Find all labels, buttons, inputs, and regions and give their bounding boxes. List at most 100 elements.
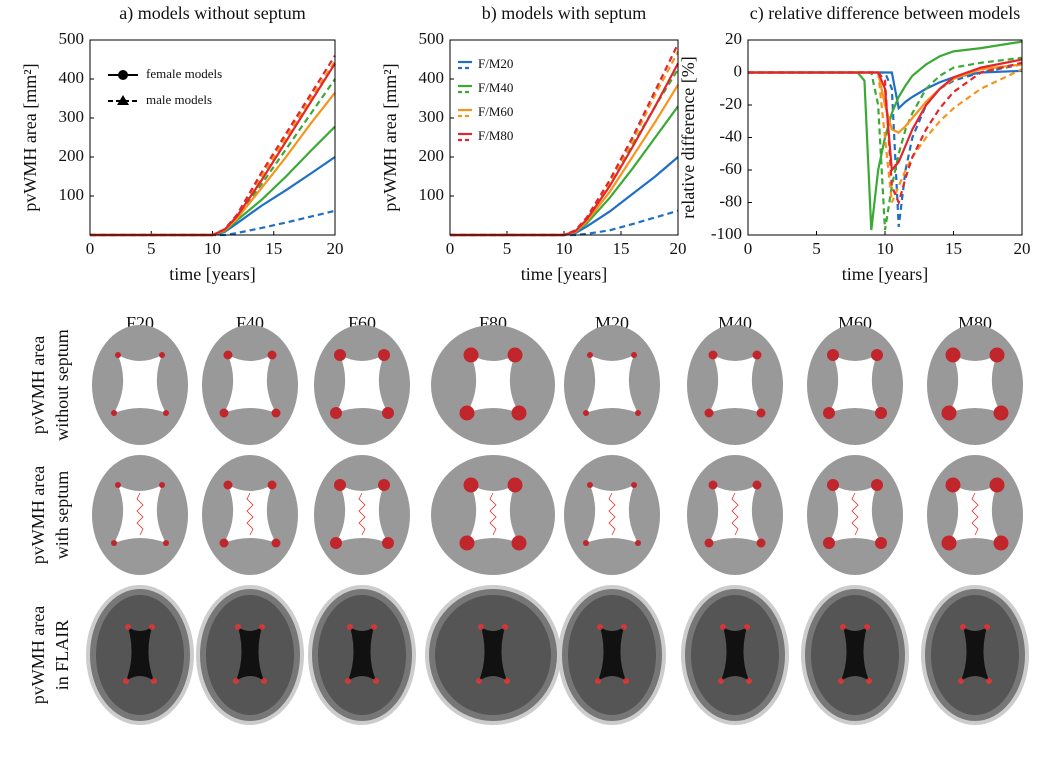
septum (136, 492, 144, 536)
x-tick-label: 10 (877, 239, 894, 258)
lesion (945, 347, 961, 363)
series-line (748, 58, 1023, 173)
mri-lesion (347, 624, 353, 630)
legend-marker (118, 70, 128, 80)
chart-title: b) models with septum (482, 3, 647, 24)
lesion (382, 537, 394, 549)
mri-lesion (504, 678, 510, 684)
mri-lesion (958, 678, 964, 684)
y-tick-label: 20 (725, 29, 742, 48)
plot-frame (449, 39, 679, 236)
septum (358, 492, 366, 536)
ventricle (224, 355, 276, 413)
septum (246, 492, 254, 536)
chart-title: c) relative difference between models (750, 3, 1021, 24)
lesion (945, 477, 961, 493)
lesion (756, 538, 766, 548)
lesion (941, 535, 957, 551)
lesion (111, 410, 117, 416)
mri-lesion (720, 624, 726, 630)
septum (489, 492, 497, 536)
mri-lesion (373, 678, 379, 684)
mri-ventricle (598, 627, 626, 681)
y-tick-label: -20 (719, 94, 742, 113)
row-label: with septum (52, 471, 72, 560)
mri-lesion (595, 678, 601, 684)
lesion (507, 477, 523, 493)
x-axis-label: time [years] (169, 264, 255, 284)
lesion (756, 408, 766, 418)
series-line (90, 60, 336, 237)
legend-label: female models (146, 66, 222, 81)
x-tick-label: 5 (147, 239, 156, 258)
lesion (271, 408, 281, 418)
legend-marker (117, 95, 129, 105)
lesion (823, 537, 835, 549)
septum (851, 492, 859, 536)
y-tick-label: -60 (719, 159, 742, 178)
x-axis-label: time [years] (521, 264, 607, 284)
lesion (115, 482, 121, 488)
y-tick-label: 500 (419, 29, 445, 48)
row-label: pvWMH area (28, 606, 48, 704)
lesion (989, 477, 1005, 493)
septum (608, 492, 616, 536)
y-tick-label: 300 (59, 107, 85, 126)
ventricle (586, 355, 638, 413)
lesion (163, 410, 169, 416)
lesion (378, 479, 390, 491)
lesion (115, 352, 121, 358)
lesion (267, 350, 277, 360)
mri-lesion (864, 624, 870, 630)
mri-lesion (838, 678, 844, 684)
x-tick-label: 0 (446, 239, 455, 258)
legend-label: F/M40 (478, 80, 513, 95)
mri-lesion (149, 624, 155, 630)
lesion (111, 540, 117, 546)
lesion (219, 408, 229, 418)
mri-lesion (371, 624, 377, 630)
lesion (752, 480, 762, 490)
lesion (163, 540, 169, 546)
mri-lesion (125, 624, 131, 630)
x-tick-label: 0 (86, 239, 95, 258)
series-line (90, 55, 336, 237)
lesion (875, 537, 887, 549)
ventricle (467, 355, 519, 413)
series-line (748, 61, 1023, 206)
x-tick-label: 15 (945, 239, 962, 258)
lesion (871, 479, 883, 491)
lesion (704, 538, 714, 548)
y-tick-label: 400 (59, 68, 85, 87)
y-axis-label: pvWMH area [mm²] (380, 63, 400, 211)
lesion (334, 349, 346, 361)
x-tick-label: 20 (670, 239, 687, 258)
x-tick-label: 15 (613, 239, 630, 258)
mri-ventricle (348, 627, 376, 681)
lesion (330, 407, 342, 419)
legend-label: male models (146, 92, 212, 107)
lesion (631, 482, 637, 488)
series-line (90, 62, 336, 237)
mri-ventricle (961, 627, 989, 681)
mri-lesion (261, 678, 267, 684)
lesion (511, 535, 527, 551)
lesion (382, 407, 394, 419)
y-tick-label: 100 (59, 185, 85, 204)
lesion (875, 407, 887, 419)
mri-lesion (151, 678, 157, 684)
mri-ventricle (841, 627, 869, 681)
x-tick-label: 0 (744, 239, 753, 258)
row-label: without septum (52, 329, 72, 441)
lesion (587, 352, 593, 358)
lesion (587, 482, 593, 488)
ventricle (709, 355, 761, 413)
mri-ventricle (126, 627, 154, 681)
lesion (271, 538, 281, 548)
lesion (223, 480, 233, 490)
mri-lesion (259, 624, 265, 630)
mri-lesion (866, 678, 872, 684)
lesion (635, 410, 641, 416)
y-tick-label: 500 (59, 29, 85, 48)
